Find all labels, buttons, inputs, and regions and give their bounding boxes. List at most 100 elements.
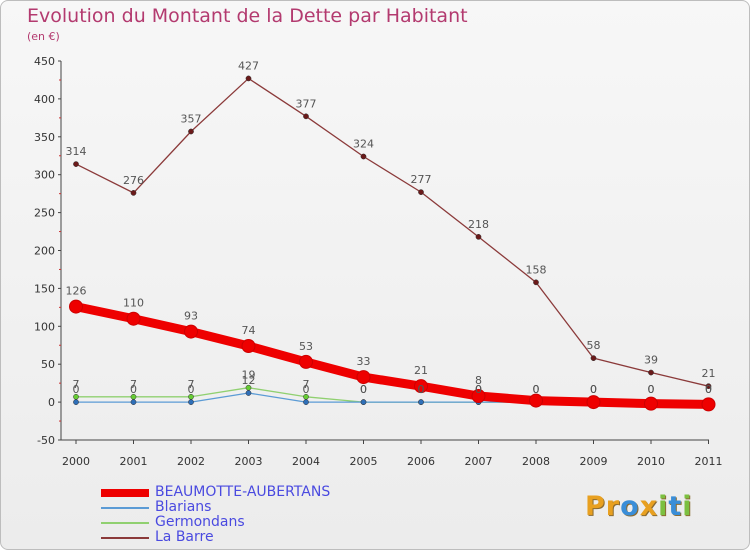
data-point: [356, 370, 371, 385]
data-label: 0: [533, 383, 540, 396]
data-label: 0: [475, 383, 482, 396]
data-point: [241, 339, 256, 354]
data-label: 93: [184, 310, 198, 323]
data-label: 58: [587, 339, 601, 352]
data-point: [414, 379, 428, 394]
data-point: [360, 153, 367, 160]
data-label: 0: [360, 383, 367, 396]
data-label: 0: [188, 383, 195, 396]
data-label: 21: [702, 367, 716, 380]
x-tick-label: 2008: [522, 455, 550, 468]
x-tick-label: 2007: [465, 455, 493, 468]
data-point: [245, 75, 252, 82]
data-point: [705, 383, 712, 390]
data-label: 0: [73, 383, 80, 396]
data-label: 7: [130, 378, 137, 391]
y-tick-label: 350: [34, 131, 55, 144]
data-label: 126: [66, 285, 87, 298]
x-tick-label: 2009: [580, 455, 608, 468]
data-point: [418, 399, 424, 405]
data-label: 12: [242, 374, 256, 387]
legend-swatch: [101, 536, 149, 539]
data-point: [644, 396, 658, 411]
data-label: 0: [360, 383, 367, 396]
y-tick-label: 100: [34, 320, 55, 333]
data-label: 0: [648, 383, 655, 396]
data-label: 158: [526, 263, 547, 276]
data-label: 277: [411, 173, 432, 186]
y-tick-label: 300: [34, 169, 55, 182]
logo-letter: x: [639, 491, 659, 522]
y-tick-label: -50: [37, 434, 55, 447]
data-point: [299, 354, 313, 369]
data-label: 276: [123, 174, 144, 187]
legend-swatch: [101, 506, 149, 509]
data-point: [126, 311, 141, 326]
legend-item: La Barre: [101, 530, 330, 545]
x-tick-label: 2003: [235, 455, 263, 468]
logo-letter: i: [682, 491, 693, 522]
data-label: 314: [66, 145, 87, 158]
data-point: [184, 324, 198, 339]
y-tick-label: 250: [34, 207, 55, 220]
x-tick-label: 2011: [695, 455, 723, 468]
x-tick-label: 2010: [637, 455, 665, 468]
data-label: 377: [296, 97, 317, 110]
data-label: 0: [418, 383, 425, 396]
data-label: 0: [590, 383, 597, 396]
data-label: 7: [73, 378, 80, 391]
chart-subtitle: (en €): [27, 30, 60, 43]
data-label: 19: [242, 369, 256, 382]
data-point: [73, 399, 79, 405]
series-line: [75, 77, 710, 387]
y-tick-label: 150: [34, 282, 55, 295]
legend-label: Germondans: [155, 514, 245, 530]
data-label: 53: [299, 340, 313, 353]
data-label: 39: [644, 354, 658, 367]
data-point: [418, 189, 424, 195]
data-label: 74: [242, 324, 256, 337]
legend-label: BEAUMOTTE-AUBERTANS: [155, 484, 331, 500]
data-point: [529, 393, 543, 408]
series-line: [71, 302, 713, 409]
data-point: [130, 190, 137, 196]
data-point: [590, 355, 597, 361]
data-label: 0: [648, 383, 655, 396]
x-tick-label: 2000: [62, 455, 90, 468]
logo-letter: P: [585, 491, 606, 522]
logo-letter: r: [605, 491, 621, 522]
y-tick-label: 50: [41, 358, 55, 371]
data-point: [69, 299, 83, 314]
y-tick-label: 450: [34, 55, 55, 68]
data-point: [586, 395, 601, 410]
data-label: 0: [130, 383, 137, 396]
logo-letter: i: [658, 491, 669, 522]
data-point: [188, 399, 194, 405]
data-point: [73, 161, 79, 167]
chart-title: Evolution du Montant de la Dette par Hab…: [27, 5, 468, 27]
data-point: [303, 113, 309, 120]
data-label: 0: [533, 383, 540, 396]
x-tick-label: 2005: [350, 455, 378, 468]
data-point: [471, 389, 486, 404]
data-point: [303, 399, 309, 405]
logo-letter: o: [620, 491, 640, 522]
data-label: 21: [414, 364, 428, 377]
x-tick-label: 2004: [292, 455, 320, 468]
logo-letter: t: [668, 491, 683, 522]
data-label: 0: [705, 383, 712, 396]
y-tick-label: 0: [48, 396, 55, 409]
y-tick-label: 200: [34, 245, 55, 258]
legend-swatch: [101, 521, 149, 524]
data-label: 357: [181, 112, 202, 125]
data-label: 0: [303, 383, 310, 396]
data-label: 324: [353, 138, 374, 151]
x-tick-label: 2001: [120, 455, 148, 468]
data-point: [533, 279, 539, 286]
legend-item: Blarians: [101, 500, 330, 515]
data-label: 7: [188, 378, 195, 391]
x-tick-label: 2006: [407, 455, 435, 468]
data-label: 110: [123, 297, 144, 310]
